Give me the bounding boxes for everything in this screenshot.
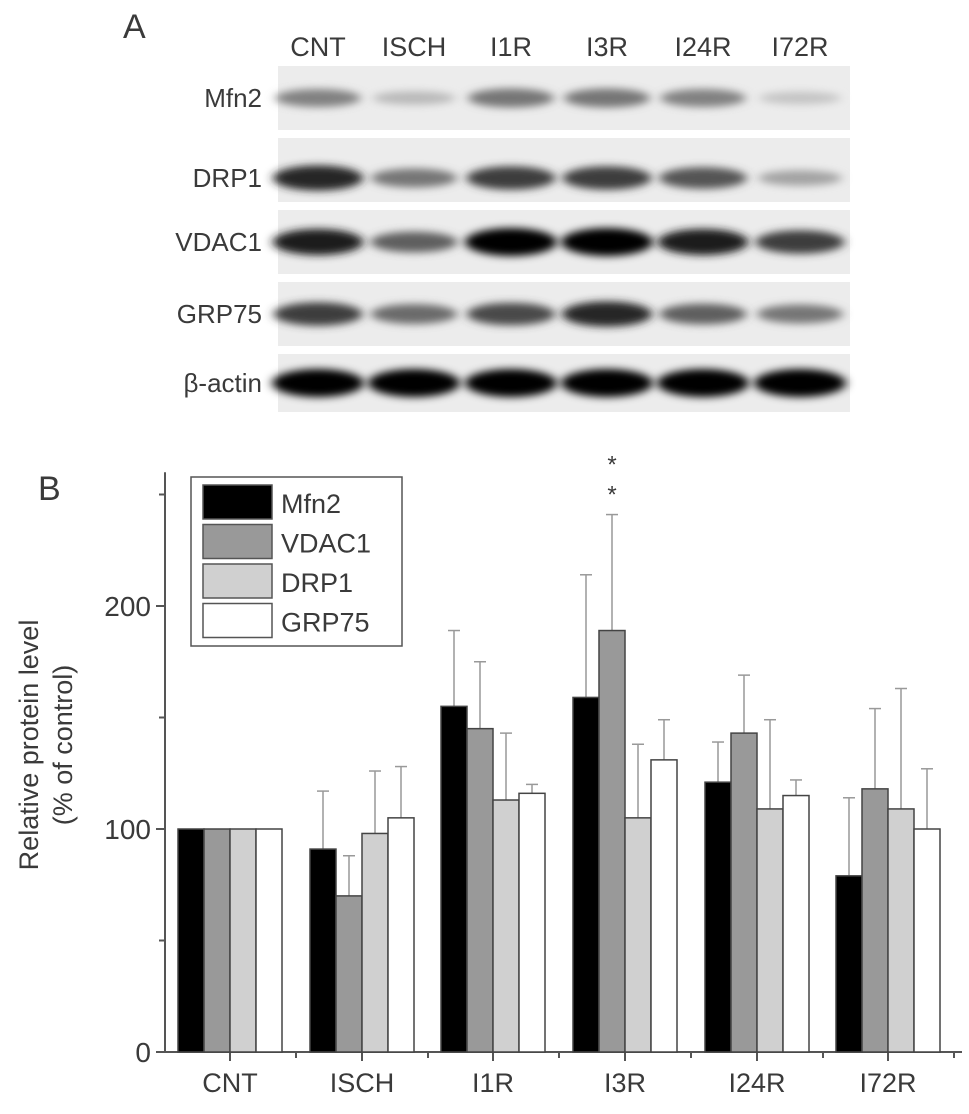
y-tick-label: 0 <box>135 1037 151 1068</box>
legend-swatch <box>202 602 273 639</box>
bar-mfn2 <box>835 875 863 1053</box>
bar-drp1 <box>887 808 915 1053</box>
blot-row-label: GRP75 <box>177 299 262 329</box>
protein-band <box>371 168 457 188</box>
protein-band <box>273 302 363 326</box>
bar-vdac1 <box>598 629 626 1053</box>
bar-mfn2 <box>177 828 205 1053</box>
bar-drp1 <box>756 808 784 1053</box>
panel-b-label: B <box>38 470 61 508</box>
protein-band <box>759 91 841 105</box>
protein-band <box>465 369 557 397</box>
x-tick-label: I72R <box>859 1068 916 1098</box>
bar-grp75 <box>387 817 415 1053</box>
bar-grp75 <box>255 828 283 1053</box>
protein-band <box>564 88 650 108</box>
y-tick-label: 200 <box>104 591 151 622</box>
bar-vdac1 <box>203 828 231 1053</box>
protein-band <box>368 369 460 397</box>
blot-row-label: β-actin <box>183 368 262 398</box>
bar-mfn2 <box>704 781 732 1053</box>
protein-band <box>660 88 746 108</box>
western-blot: CNT ISCH I1R I3R I24R I72R Mfn2 DRP1 VDAC1 GRP75 β… <box>175 32 850 412</box>
bar-grp75 <box>782 794 810 1053</box>
y-axis-label: Relative protein level <box>14 620 44 871</box>
bar-drp1 <box>624 817 652 1053</box>
blot-row-label: VDAC1 <box>175 227 262 257</box>
bar-vdac1 <box>861 788 889 1053</box>
lane-label: CNT <box>290 32 346 62</box>
protein-band <box>466 302 556 326</box>
protein-band <box>370 231 458 253</box>
protein-band <box>758 170 842 186</box>
protein-band <box>370 304 458 324</box>
blot-row-label: DRP1 <box>193 163 262 193</box>
y-axis-label-unit: (% of control) <box>48 665 78 826</box>
legend-label: GRP75 <box>281 608 370 638</box>
blot-row-label: Mfn2 <box>204 83 262 113</box>
legend-swatch <box>202 563 273 599</box>
lane-label: I72R <box>771 32 828 62</box>
bar-drp1 <box>229 828 257 1053</box>
bar-grp75 <box>650 759 678 1053</box>
legend-label: Mfn2 <box>281 489 341 519</box>
protein-band <box>562 166 652 190</box>
protein-band <box>272 369 364 397</box>
protein-band <box>755 230 845 254</box>
bar-vdac1 <box>335 895 363 1053</box>
protein-band <box>659 303 747 325</box>
legend-label: VDAC1 <box>281 529 371 559</box>
lane-label: ISCH <box>382 32 447 62</box>
bar-grp75 <box>913 828 941 1053</box>
protein-band <box>659 167 747 189</box>
protein-band <box>561 301 653 327</box>
legend: Mfn2 VDAC1 DRP1 GRP75 <box>190 476 403 647</box>
bar-drp1 <box>361 832 389 1053</box>
lane-label: I3R <box>586 32 628 62</box>
protein-band <box>372 91 456 105</box>
protein-band <box>466 166 556 190</box>
protein-band <box>561 369 653 397</box>
y-tick-label: 100 <box>104 814 151 845</box>
x-tick-label: I24R <box>728 1068 785 1098</box>
protein-band <box>754 369 846 397</box>
x-tick-label: ISCH <box>330 1068 395 1098</box>
lane-label: I24R <box>674 32 731 62</box>
legend-swatch <box>202 484 273 520</box>
significance-marker: * <box>607 452 616 479</box>
panel-a-label: A <box>123 8 146 46</box>
bar-chart: 0 100 200 CNT ISCH I1R I3R I24R I72R * * Relative p… <box>14 452 962 1098</box>
bar-mfn2 <box>572 696 600 1053</box>
bar-grp75 <box>518 792 546 1053</box>
protein-band <box>272 228 364 256</box>
protein-band <box>275 88 361 108</box>
protein-band <box>272 165 364 191</box>
protein-band <box>468 88 554 108</box>
bar-vdac1 <box>730 732 758 1053</box>
bar-mfn2 <box>309 848 337 1053</box>
x-tick-label: I1R <box>472 1068 514 1098</box>
lane-label: I1R <box>490 32 532 62</box>
protein-band <box>757 304 843 324</box>
protein-band <box>465 228 557 256</box>
legend-swatch <box>202 523 273 560</box>
protein-band <box>657 369 749 397</box>
blot-strip <box>278 138 850 202</box>
legend-label: DRP1 <box>281 568 353 598</box>
bar-vdac1 <box>466 727 494 1053</box>
protein-band <box>657 228 749 256</box>
protein-band <box>561 228 653 256</box>
x-tick-label: CNT <box>202 1068 258 1098</box>
x-tick-label: I3R <box>604 1068 646 1098</box>
bar-mfn2 <box>440 705 468 1053</box>
bar-drp1 <box>492 799 520 1053</box>
significance-marker: * <box>607 482 616 509</box>
